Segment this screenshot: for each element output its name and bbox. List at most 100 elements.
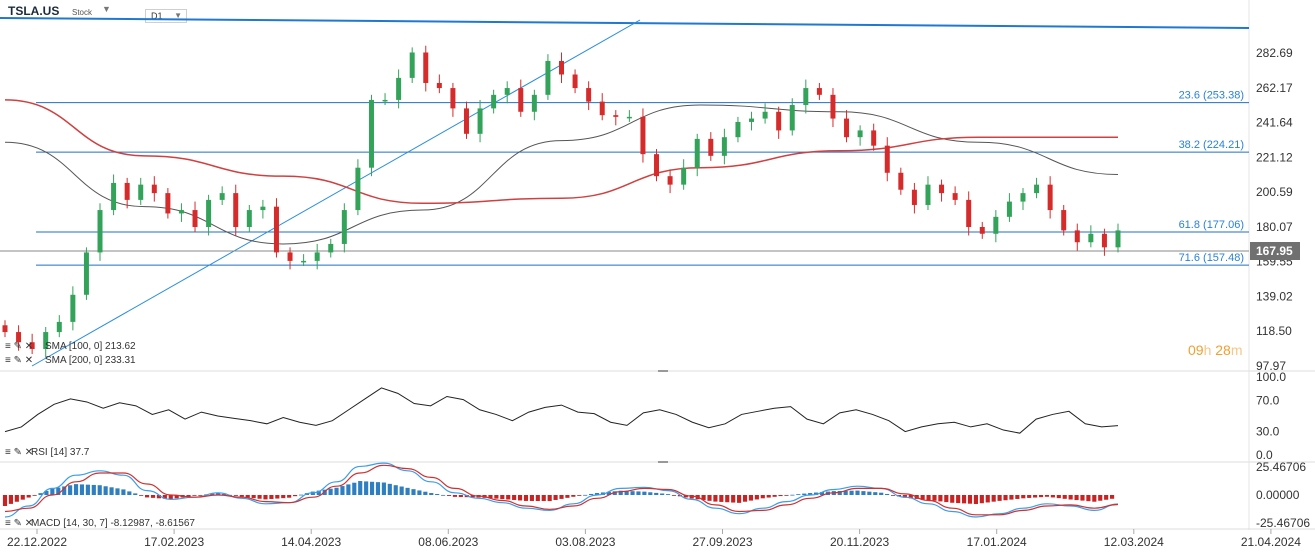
timer-minutes-unit: m	[1230, 342, 1243, 358]
candle-body	[518, 88, 524, 112]
date-tick-label: 21.04.2024	[1241, 535, 1301, 549]
panel-resize-handle[interactable]	[658, 370, 668, 372]
chevron-down-icon[interactable]: ▼	[102, 4, 111, 14]
macd-histogram-bar	[879, 492, 884, 495]
price-y-axis: 282.69262.17241.64221.12200.59180.07159.…	[1256, 46, 1293, 373]
macd-histogram-bar	[760, 495, 765, 499]
macd-histogram-bar	[417, 490, 422, 495]
macd-histogram-bar	[885, 493, 890, 495]
macd-histogram-bar	[162, 495, 167, 499]
macd-histogram-bar	[174, 495, 179, 499]
macd-tick-label: 0.00000	[1256, 488, 1300, 502]
candle-body	[450, 88, 456, 109]
candle-body	[355, 167, 361, 211]
symbol-label[interactable]: TSLA.US	[8, 4, 60, 18]
macd-histogram-bar	[648, 492, 653, 495]
macd-histogram-bar	[1062, 495, 1067, 499]
macd-signal-line	[4, 464, 1119, 516]
price-tick-label: 180.07	[1256, 220, 1293, 234]
candle-body	[382, 99, 388, 102]
macd-histogram-bar	[1044, 495, 1050, 497]
candle-body	[816, 88, 822, 95]
macd-histogram-bar	[742, 495, 748, 502]
macd-histogram-bar	[908, 495, 913, 499]
date-tick-label: 08.06.2023	[418, 535, 478, 549]
candle-body	[721, 137, 727, 156]
macd-histogram-bar	[458, 495, 463, 498]
indicator-controls-icon[interactable]: ≡ ✎ ✕	[5, 355, 33, 366]
candle-body	[83, 252, 89, 295]
fibonacci-levels[interactable]: 23.6 (253.38) 38.2 (224.21) 61.8 (177.06) 7…	[36, 90, 1249, 266]
macd-histogram-bar	[85, 484, 90, 495]
candle-body	[260, 206, 266, 211]
macd-histogram-bar	[210, 493, 215, 495]
candle-body	[749, 118, 755, 122]
macd-y-axis: 25.46706 0.00000 -25.46706	[1256, 460, 1310, 530]
macd-histogram-bar	[512, 495, 517, 500]
candle-body	[952, 193, 958, 200]
macd-histogram-bar	[50, 488, 55, 495]
macd-histogram-bar	[630, 491, 635, 495]
date-tick-label: 22.12.2022	[7, 535, 67, 549]
macd-histogram-bar	[535, 495, 540, 501]
macd-histogram-bar	[1027, 495, 1032, 498]
fib-level-label: 38.2 (224.21)	[1179, 139, 1244, 151]
indicator-controls-icon[interactable]: ≡ ✎ ✕	[5, 341, 33, 352]
macd-histogram-bar	[890, 495, 896, 496]
candle-body	[925, 184, 931, 205]
macd-histogram-bar	[2, 495, 8, 506]
macd-histogram-bar	[405, 487, 410, 495]
timeframe-value: D1	[151, 11, 163, 21]
chart-toolbar: TSLA.US Stock ▼ D1 ▼	[0, 0, 1250, 23]
macd-histogram-bar	[1086, 495, 1091, 502]
candle-body	[789, 105, 795, 131]
candle-body	[368, 99, 374, 168]
macd-histogram-bar	[962, 495, 967, 504]
trend-lines[interactable]	[0, 17, 1250, 367]
indicator-controls-icon[interactable]: ≡ ✎ ✕	[5, 518, 33, 529]
candle-body	[572, 74, 578, 89]
indicator-controls-icon[interactable]: ≡ ✎ ✕	[5, 447, 33, 458]
macd-histogram-bar	[109, 487, 114, 495]
macd-histogram-bar	[500, 495, 505, 500]
rsi-tick-label: 70.0	[1256, 393, 1280, 407]
macd-histogram-bar	[287, 495, 292, 498]
resistance-trendline[interactable]	[0, 17, 1250, 29]
macd-histogram-bar	[843, 490, 848, 495]
indicator-label: SMA [100, 0] 213.62	[45, 341, 136, 352]
support-trendline[interactable]	[31, 19, 641, 367]
candle-body	[314, 252, 320, 261]
macd-histogram-bar	[778, 495, 783, 497]
macd-histogram-bar	[571, 495, 576, 497]
candle-body	[1034, 184, 1040, 194]
candle-body	[16, 332, 22, 343]
candle-body	[857, 130, 863, 138]
candle-body	[898, 172, 904, 190]
panel-resize-handle[interactable]	[658, 461, 668, 463]
macd-histogram-bar	[991, 495, 996, 502]
macd-histogram-bar	[488, 495, 493, 499]
candle-body	[626, 116, 632, 119]
candle-body	[396, 77, 402, 100]
macd-histogram-bar	[441, 494, 446, 496]
candle-body	[423, 52, 429, 83]
candle-body	[1061, 210, 1067, 231]
candle-body	[273, 206, 279, 253]
macd-histogram-bar	[298, 494, 304, 496]
macd-histogram-bar	[553, 495, 558, 500]
candle-body	[219, 193, 225, 200]
candle-body	[1047, 184, 1053, 211]
macd-histogram-bar	[429, 493, 434, 495]
macd-histogram-bar	[32, 495, 37, 496]
macd-histogram-bar	[275, 495, 280, 499]
candle-body	[979, 227, 985, 234]
macd-histogram-bar	[997, 495, 1002, 501]
macd-histogram-bar	[701, 495, 706, 501]
price-tick-label: 97.97	[1256, 359, 1286, 373]
candle-body	[97, 210, 103, 253]
macd-histogram-bar	[979, 495, 984, 504]
macd-tick-label: 25.46706	[1256, 460, 1306, 474]
macd-histogram-bar	[541, 495, 546, 502]
price-tick-label: 200.59	[1256, 185, 1293, 199]
